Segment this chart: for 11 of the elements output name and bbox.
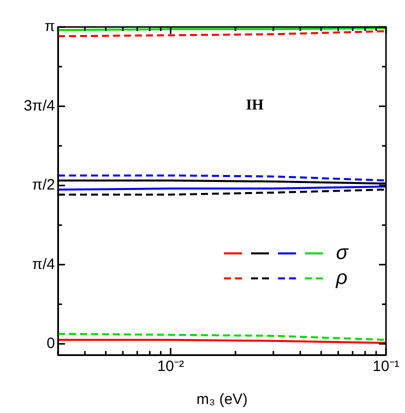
y-tick-label: π/2 (32, 176, 55, 194)
legend-label: σ (336, 242, 349, 264)
annotation: IH (246, 98, 264, 114)
legend-label: ρ (335, 266, 348, 289)
y-tick-label: π/4 (32, 256, 55, 273)
y-tick-label: 3π/4 (24, 97, 55, 114)
x-tick-label: 10⁻² (157, 358, 184, 376)
x-axis-title: m₃ (eV) (196, 391, 248, 408)
x-tick-label: 10⁻¹ (372, 358, 400, 376)
y-tick-label: π (44, 18, 55, 36)
y-tick-label: 0 (46, 335, 55, 352)
